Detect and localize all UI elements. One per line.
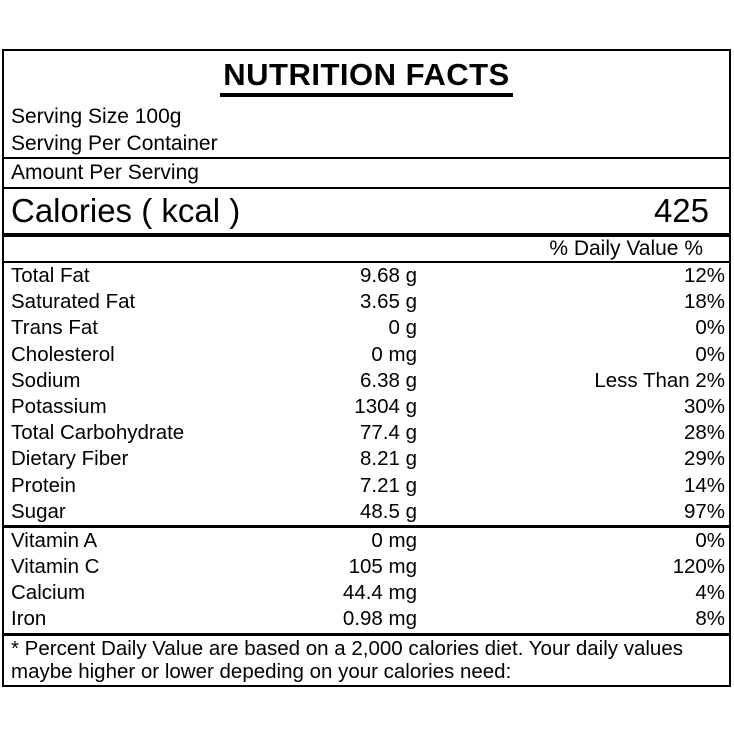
nutrient-amount: 8.21 g [360, 447, 417, 471]
nutrient-label: Trans Fat [11, 316, 98, 340]
nutrient-amount: 105 mg [348, 555, 417, 579]
nutrient-label: Vitamin A [11, 528, 98, 552]
nutrient-label: Sodium [11, 368, 81, 392]
nutrient-row: Protein 7.21 g 14% [4, 473, 729, 499]
nutrient-percent: 18% [683, 290, 725, 314]
nutrient-row: Saturated Fat 3.65 g 18% [4, 289, 729, 315]
nutrient-row: Sugar 48.5 g 97% [4, 499, 729, 525]
serving-per-container: Serving Per Container [11, 132, 218, 155]
nutrient-row: Dietary Fiber 8.21 g 29% [4, 446, 729, 472]
nutrient-row: Cholesterol 0 mg 0% [4, 342, 729, 368]
nutrient-amount: 77.4 g [360, 421, 417, 445]
nutrient-percent: 29% [683, 447, 725, 471]
nutrient-label: Calcium [11, 581, 86, 605]
divider [4, 157, 729, 159]
nutrient-amount: 1304 g [354, 394, 417, 418]
nutrient-amount: 6.38 g [360, 368, 417, 392]
nutrient-label: Potassium [11, 394, 107, 418]
nutrient-amount: 7.21 g [360, 473, 417, 497]
nutrient-label: Protein [11, 473, 76, 497]
nutrition-facts-label: NUTRITION FACTS Serving Size 100g Servin… [2, 49, 731, 687]
amount-per-serving-header: Amount Per Serving [11, 161, 199, 184]
label-title: NUTRITION FACTS [220, 57, 513, 97]
nutrient-label: Sugar [11, 499, 66, 523]
nutrient-percent: 14% [683, 473, 725, 497]
nutrient-amount: 3.65 g [360, 290, 417, 314]
nutrient-percent: 30% [683, 394, 725, 418]
nutrient-row: Total Fat 9.68 g 12% [4, 263, 729, 289]
nutrient-amount: 44.4 mg [342, 581, 417, 605]
footnote-line-1: * Percent Daily Value are based on a 2,0… [11, 636, 683, 660]
nutrient-label: Saturated Fat [11, 290, 136, 314]
nutrient-label: Cholesterol [11, 342, 115, 366]
nutrient-amount: 0 g [388, 316, 418, 340]
nutrient-label: Vitamin C [11, 555, 100, 579]
calories-row: Calories ( kcal ) 425 [4, 189, 729, 233]
serving-size: Serving Size 100g [11, 105, 182, 128]
nutrient-percent: 0% [695, 342, 725, 366]
divider [4, 632, 729, 636]
nutrient-amount: 0.98 mg [342, 607, 417, 631]
nutrient-amount: 9.68 g [360, 264, 417, 287]
nutrient-row: Trans Fat 0 g 0% [4, 315, 729, 341]
thick-divider [4, 233, 729, 237]
nutrient-percent: 0% [695, 316, 725, 340]
nutrient-amount: 0 mg [371, 528, 417, 552]
nutrient-percent: 97% [683, 499, 725, 523]
nutrient-amount: 48.5 g [360, 499, 417, 523]
nutrient-percent: 0% [695, 528, 725, 552]
nutrient-row: Sodium 6.38 g Less Than 2% [4, 368, 729, 394]
nutrient-label: Dietary Fiber [11, 447, 129, 471]
vitamin-row: Vitamin C 105 mg 120% [4, 554, 729, 580]
nutrient-row: Potassium 1304 g 30% [4, 394, 729, 420]
divider [4, 524, 729, 528]
nutrient-percent: 12% [683, 264, 725, 287]
divider [4, 261, 729, 263]
nutrient-amount: 0 mg [371, 342, 417, 366]
nutrient-label: Iron [11, 607, 47, 631]
vitamin-row: Calcium 44.4 mg 4% [4, 580, 729, 606]
calories-value: 425 [653, 192, 709, 229]
vitamin-row: Iron 0.98 mg 8% [4, 606, 729, 632]
nutrient-label: Total Fat [11, 264, 90, 287]
nutrient-row: Total Carbohydrate 77.4 g 28% [4, 420, 729, 446]
calories-label: Calories ( kcal ) [11, 192, 241, 229]
vitamin-row: Vitamin A 0 mg 0% [4, 528, 729, 554]
nutrient-percent: Less Than 2% [594, 368, 725, 392]
nutrient-label: Total Carbohydrate [11, 421, 185, 445]
label-title-block: NUTRITION FACTS [4, 51, 729, 103]
nutrient-percent: 8% [695, 607, 725, 631]
footnote-line-2: maybe higher or lower depeding on your c… [11, 660, 512, 684]
nutrient-percent: 4% [695, 581, 725, 605]
nutrient-percent: 120% [672, 555, 725, 579]
nutrient-percent: 28% [683, 421, 725, 445]
footnote: * Percent Daily Value are based on a 2,0… [4, 636, 729, 684]
divider [4, 187, 729, 189]
daily-value-header: % Daily Value % [549, 237, 703, 260]
